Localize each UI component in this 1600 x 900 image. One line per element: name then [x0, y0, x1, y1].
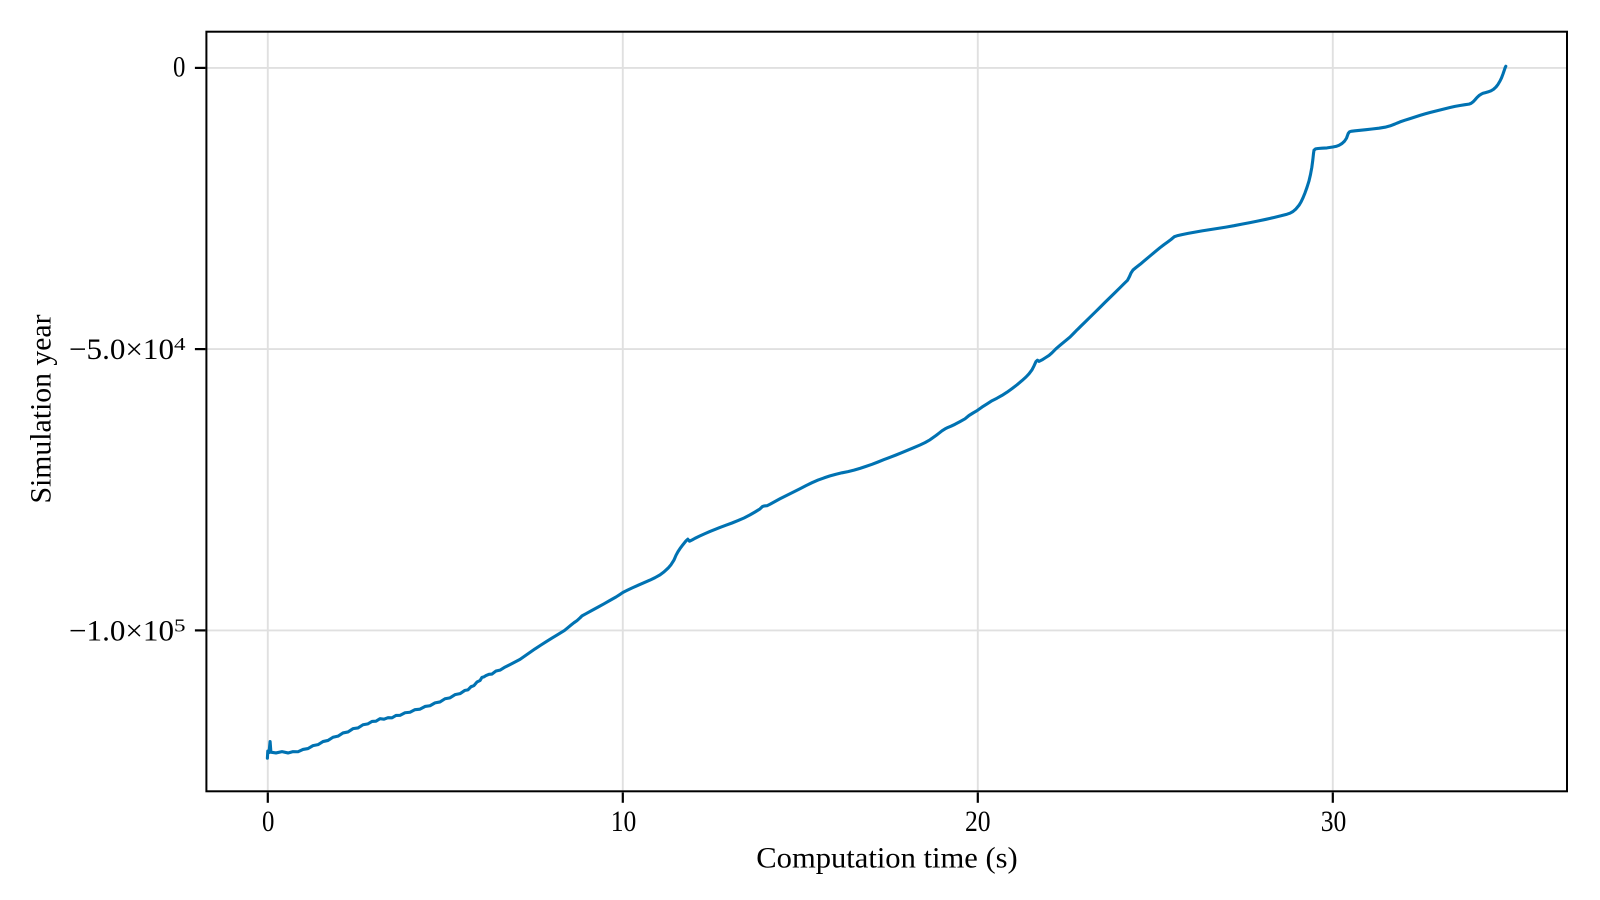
svg-text:Simulation year: Simulation year — [25, 314, 58, 503]
svg-text:0: 0 — [262, 805, 274, 838]
svg-text:10: 10 — [611, 805, 637, 838]
svg-text:20: 20 — [965, 805, 991, 838]
svg-text:−5.0×10: −5.0×10 — [69, 333, 174, 366]
svg-text:Computation time (s): Computation time (s) — [756, 841, 1017, 874]
svg-text:−1.0×10: −1.0×10 — [69, 615, 174, 648]
svg-text:5: 5 — [174, 616, 186, 636]
svg-text:0: 0 — [173, 51, 185, 84]
svg-text:4: 4 — [174, 334, 186, 354]
svg-text:30: 30 — [1321, 805, 1347, 838]
